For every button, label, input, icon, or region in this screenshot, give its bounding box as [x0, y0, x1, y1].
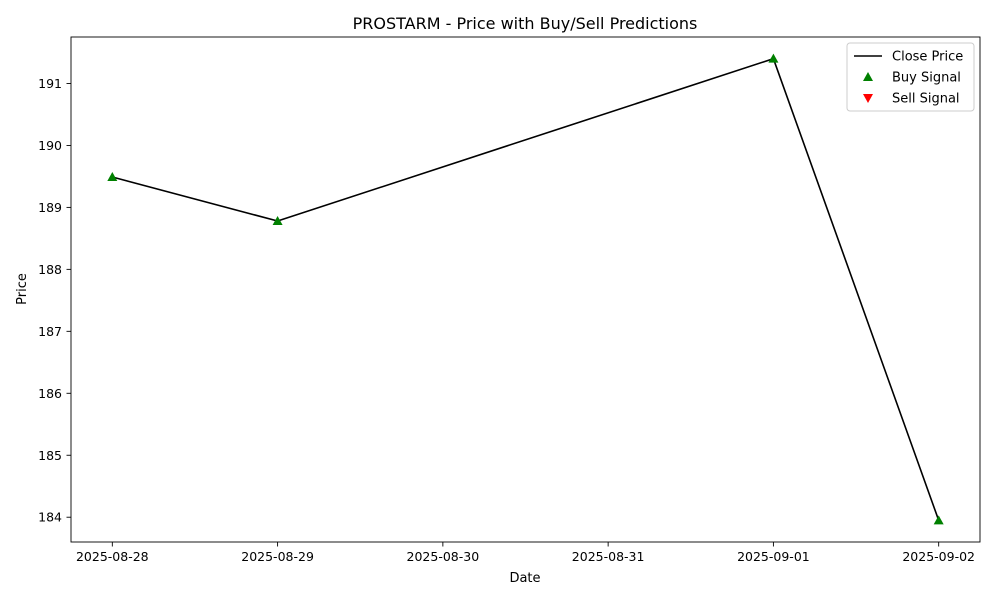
legend-box [846, 42, 975, 112]
legend: Close Price Buy Signal Sell Signal [846, 42, 975, 112]
y-tick-label: 184 [38, 510, 62, 525]
x-tick-label: 2025-08-28 [76, 549, 149, 564]
x-tick-label: 2025-08-31 [572, 549, 645, 564]
y-tick-label: 191 [38, 76, 62, 91]
legend-buy-marker [863, 72, 873, 81]
y-tick-label: 185 [38, 448, 62, 463]
legend-label: Close Price [892, 50, 963, 65]
y-tick-label: 190 [38, 138, 62, 153]
buy-signal-marker [768, 53, 779, 63]
legend-sell-marker [863, 94, 873, 103]
buy-signal-marker [272, 216, 283, 226]
y-tick-label: 187 [38, 324, 62, 339]
plot-frame [70, 36, 981, 543]
legend-label: Buy Signal [892, 71, 961, 86]
x-axis-label: Date [509, 571, 540, 586]
y-tick-label: 186 [38, 386, 62, 401]
x-tick-label: 2025-09-01 [737, 549, 810, 564]
chart-title: PROSTARM - Price with Buy/Sell Predictio… [353, 14, 698, 33]
y-axis-label: Price [15, 273, 30, 305]
plot-area: 2025-08-28 2025-08-29 2025-08-30 2025-08-31… [38, 36, 981, 564]
buy-signal-marker [107, 172, 118, 182]
buy-signal-marker [933, 515, 944, 525]
legend-label: Sell Signal [892, 92, 960, 107]
x-tick-label: 2025-09-02 [902, 549, 975, 564]
y-tick-label: 189 [38, 200, 62, 215]
x-tick-label: 2025-08-30 [407, 549, 480, 564]
y-tick-label: 188 [38, 262, 62, 277]
x-tick-label: 2025-08-29 [241, 549, 314, 564]
close-price-line [112, 57, 940, 521]
